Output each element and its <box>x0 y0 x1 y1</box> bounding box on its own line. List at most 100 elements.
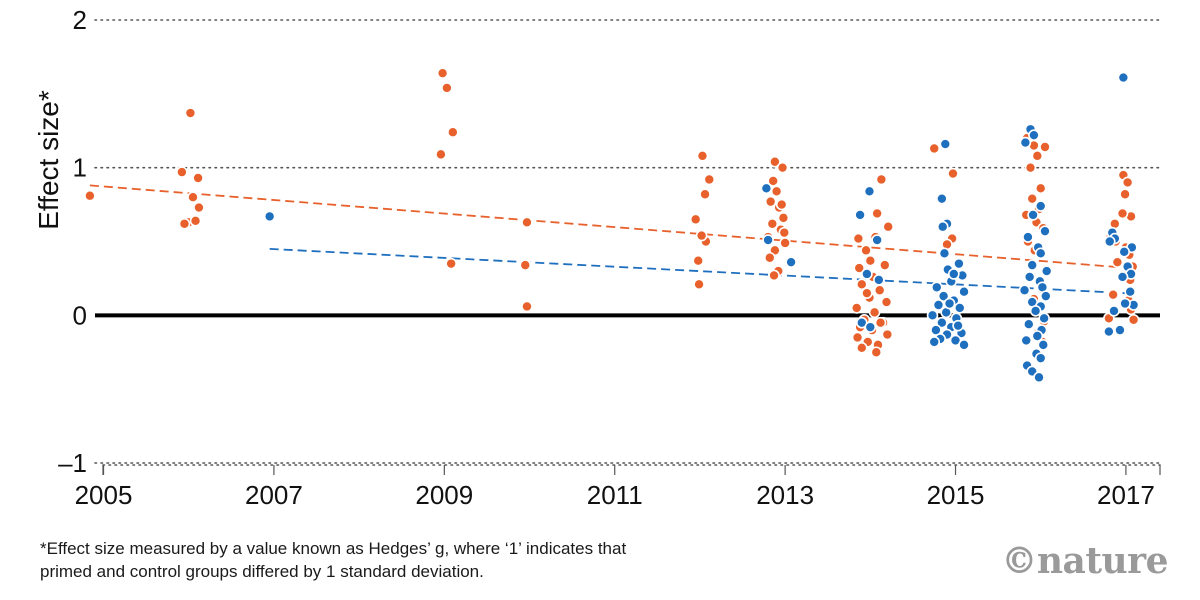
blue-point-3-21 <box>1031 330 1044 342</box>
orange-point-0-62 <box>881 328 894 341</box>
blue-point-2-39 <box>938 247 951 260</box>
blue-point-2-11 <box>939 138 952 150</box>
y-tick-label-2: 1 <box>73 153 87 183</box>
orange-point-0-42 <box>875 173 888 186</box>
orange-point-0-23 <box>693 278 705 291</box>
orange-point-0-5 <box>193 201 205 214</box>
orange-point-0-70 <box>928 142 941 155</box>
blue-point-2-19 <box>930 281 943 294</box>
blue-point-3-9 <box>1040 265 1053 277</box>
orange-point-0-4 <box>187 191 199 203</box>
orange-point-0-37 <box>763 251 776 264</box>
orange-point-0-71 <box>947 167 959 180</box>
orange-point-1-9 <box>1111 256 1124 268</box>
blue-point-2-0 <box>263 210 276 223</box>
orange-point-0-81 <box>1026 192 1038 205</box>
orange-point-0-16 <box>521 300 533 313</box>
orange-point-0-47 <box>860 244 872 257</box>
blue-point-4-0 <box>1117 71 1130 84</box>
blue-point-2-6 <box>871 234 883 246</box>
orange-point-0-13 <box>445 257 457 270</box>
orange-point-0-15 <box>519 259 532 271</box>
blue-point-3-6 <box>1022 231 1034 243</box>
orange-point-0-67 <box>870 346 883 359</box>
orange-point-0-25 <box>769 155 781 168</box>
orange-point-0-50 <box>853 262 866 274</box>
orange-point-0-10 <box>441 82 453 94</box>
scatter-chart: –1 0 1 2 2005 2007 2009 2011 2013 2015 2017 Effec… <box>33 5 1161 510</box>
footnote-line-1: *Effect size measured by a value known a… <box>40 539 627 558</box>
x-tick-label-5: 2015 <box>927 480 985 510</box>
orange-point-1-4 <box>1116 207 1129 220</box>
x-tick-label-2: 2009 <box>415 480 473 510</box>
blue-point-2-20 <box>958 285 970 298</box>
blue-point-3-25 <box>1034 352 1047 364</box>
blue-point-4-5 <box>1118 246 1131 258</box>
orange-point-0-1 <box>176 166 188 178</box>
orange-point-0-77 <box>1039 141 1051 153</box>
orange-point-0-57 <box>868 306 881 319</box>
orange-point-0-80 <box>1034 182 1047 195</box>
orange-point-0-0 <box>84 189 96 202</box>
orange-point-0-27 <box>767 175 779 187</box>
orange-point-0-41 <box>778 226 791 239</box>
y-tick-label-3: 2 <box>73 5 87 35</box>
blue-point-4-13 <box>1103 325 1115 338</box>
orange-point-0-43 <box>871 207 883 220</box>
orange-point-0-79 <box>1024 161 1037 174</box>
blue-point-3-18 <box>1038 312 1050 325</box>
blue-point-2-15 <box>953 257 965 270</box>
blue-point-2-8 <box>873 274 885 286</box>
blue-point-3-3 <box>1034 200 1047 212</box>
blue-point-3-19 <box>1022 318 1035 330</box>
blue-point-2-23 <box>932 299 945 311</box>
x-tick-label-0: 2005 <box>75 480 133 510</box>
orange-point-0-49 <box>879 259 891 271</box>
footnote-line-2: primed and control groups differed by 1 … <box>40 562 484 581</box>
orange-point-1-2 <box>1119 188 1131 201</box>
blue-point-2-28 <box>936 316 948 329</box>
blue-trend <box>269 247 1126 295</box>
orange-point-0-63 <box>851 331 864 344</box>
orange-point-0-48 <box>864 254 877 267</box>
blue-point-4-12 <box>1114 324 1126 336</box>
orange-point-0-69 <box>861 287 873 299</box>
blue-point-2-36 <box>958 339 970 351</box>
blue-point-2-1 <box>760 182 773 195</box>
blue-point-2-2 <box>762 234 774 246</box>
orange-point-0-44 <box>882 220 895 233</box>
orange-point-1-16 <box>1127 313 1140 326</box>
orange-point-0-55 <box>880 296 893 308</box>
orange-point-0-9 <box>436 67 449 79</box>
orange-point-0-39 <box>768 269 780 282</box>
orange-point-0-78 <box>1031 150 1044 162</box>
footnote: *Effect size measured by a value known a… <box>40 537 940 583</box>
blue-point-3-5 <box>1039 225 1051 237</box>
trend-lines <box>89 184 1131 295</box>
blue-point-4-14 <box>1124 285 1136 298</box>
orange-point-0-52 <box>855 278 868 291</box>
blue-point-3-10 <box>1023 271 1036 283</box>
blue-point-3-1 <box>1028 129 1040 141</box>
orange-point-0-20 <box>689 213 702 226</box>
orange-point-0-53 <box>873 284 886 297</box>
y-tick-label-1: 0 <box>73 300 87 330</box>
gridlines <box>94 19 1161 464</box>
blue-point-3-14 <box>1040 290 1052 302</box>
x-axis-ticks: 2005 2007 2009 2011 2013 2015 2017 <box>75 464 1161 510</box>
data-points <box>84 67 1140 384</box>
orange-trend <box>89 184 1131 269</box>
blue-point-2-24 <box>953 302 966 314</box>
orange-point-0-46 <box>852 232 865 245</box>
blue-point-3-13 <box>1018 284 1031 297</box>
blue-point-3-28 <box>1033 371 1045 384</box>
blue-point-4-11 <box>1108 305 1120 317</box>
blue-point-2-35 <box>928 336 941 348</box>
blue-point-3-22 <box>1020 334 1033 347</box>
blue-point-4-8 <box>1116 271 1129 283</box>
blue-point-3-17 <box>1029 305 1042 317</box>
blue-point-2-7 <box>861 268 873 280</box>
orange-point-0-32 <box>766 217 779 230</box>
orange-point-0-22 <box>692 254 705 267</box>
x-tick-label-6: 2017 <box>1097 480 1155 510</box>
